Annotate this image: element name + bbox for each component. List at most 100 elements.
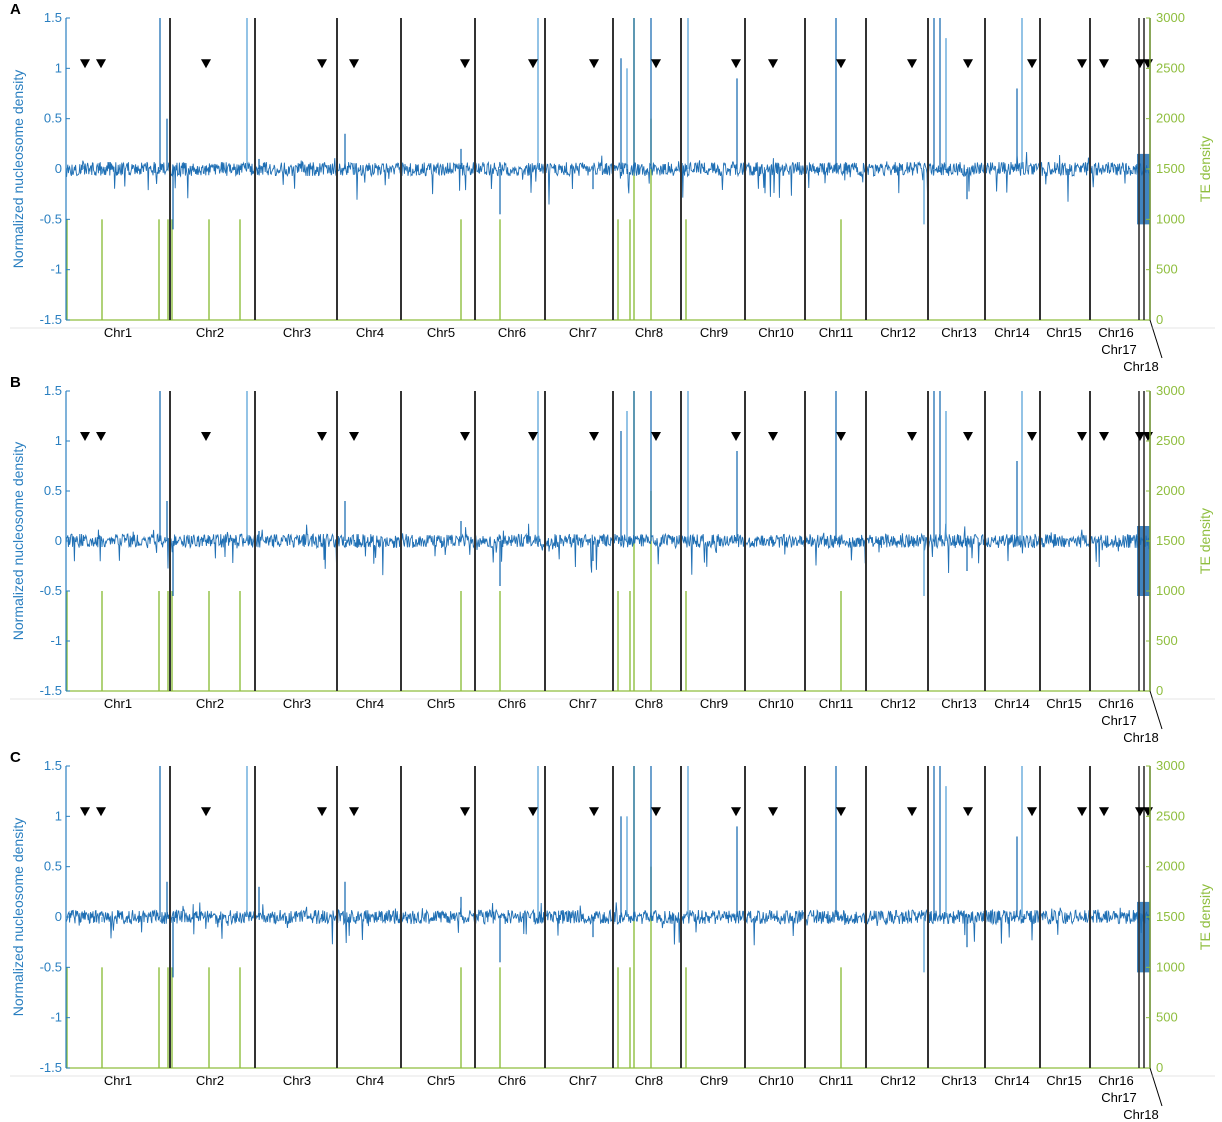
chromosome-label: Chr17 <box>1101 342 1136 357</box>
marker-arrow-icon <box>80 59 90 69</box>
marker-arrow-icon <box>201 59 211 69</box>
left-axis-label: Normalized nucleosome density <box>10 442 26 640</box>
marker-arrow-icon <box>768 59 778 69</box>
marker-arrow-icon <box>349 59 359 69</box>
chromosome-label: Chr7 <box>569 696 597 711</box>
chromosome-label: Chr4 <box>356 1073 384 1088</box>
right-tick-label: 3000 <box>1156 758 1185 773</box>
right-tick-label: 500 <box>1156 1010 1178 1025</box>
left-tick-label: -1 <box>50 262 62 277</box>
chromosome-label: Chr12 <box>880 696 915 711</box>
chromosome-label: Chr15 <box>1046 696 1081 711</box>
chromosome-label: Chr4 <box>356 325 384 340</box>
marker-arrow-icon <box>589 807 599 817</box>
left-tick-label: 0.5 <box>44 111 62 126</box>
marker-arrow-icon <box>731 59 741 69</box>
chromosome-label: Chr7 <box>569 325 597 340</box>
chromosome-label: Chr17 <box>1101 1090 1136 1105</box>
chromosome-label: Chr3 <box>283 325 311 340</box>
panel-b: B -1.5 -1 -0.5 0 0.5 1 1.5 Normalized nucleosome… <box>10 374 1215 745</box>
marker-arrow-icon <box>317 432 327 441</box>
marker-arrow-icon <box>1027 59 1037 69</box>
right-tick-label: 2000 <box>1156 111 1185 126</box>
right-tick-label: 2500 <box>1156 808 1185 823</box>
chromosome-label: Chr16 <box>1098 696 1133 711</box>
right-tick-label: 1500 <box>1156 533 1185 548</box>
right-tick-label: 500 <box>1156 633 1178 648</box>
right-tick-label: 2000 <box>1156 483 1185 498</box>
left-tick-label: -0.5 <box>40 959 62 974</box>
right-tick-label: 3000 <box>1156 383 1185 398</box>
panel-letter: A <box>10 1 21 18</box>
chromosome-label: Chr15 <box>1046 1073 1081 1088</box>
chromosome-label: Chr11 <box>819 325 853 340</box>
right-axis-label: TE density <box>1197 508 1213 574</box>
marker-arrow-icon <box>836 807 846 817</box>
marker-arrow-icon <box>651 432 661 441</box>
marker-arrow-icon <box>589 432 599 441</box>
chromosome-label: Chr18 <box>1123 1107 1158 1122</box>
chr18-leader-line <box>1149 1067 1163 1107</box>
nucleosome-density-trace <box>65 151 1151 205</box>
marker-arrow-icon <box>1027 807 1037 817</box>
chromosome-label: Chr11 <box>819 696 853 711</box>
left-tick-label: 0 <box>55 909 62 924</box>
chromosome-label: Chr16 <box>1098 1073 1133 1088</box>
left-tick-label: 1.5 <box>44 758 62 773</box>
left-tick-label: 0 <box>55 533 62 548</box>
left-tick-label: 0.5 <box>44 859 62 874</box>
chromosome-label: Chr7 <box>569 1073 597 1088</box>
marker-arrow-icon <box>589 59 599 69</box>
right-tick-label: 1000 <box>1156 959 1185 974</box>
marker-arrow-icon <box>1099 59 1109 69</box>
left-tick-label: -1.5 <box>40 312 62 327</box>
panel-letter: B <box>10 374 21 391</box>
marker-arrow-icon <box>907 59 917 69</box>
marker-arrow-icon <box>96 432 106 441</box>
marker-arrow-icon <box>80 807 90 817</box>
right-tick-label: 1500 <box>1156 161 1185 176</box>
right-tick-label: 2000 <box>1156 859 1185 874</box>
left-tick-label: 1 <box>55 808 62 823</box>
marker-arrow-icon <box>1135 807 1145 817</box>
left-tick-label: 1.5 <box>44 10 62 25</box>
right-tick-label: 1000 <box>1156 211 1185 226</box>
marker-arrow-icon <box>460 807 470 817</box>
marker-arrow-icon <box>836 59 846 69</box>
marker-arrow-icon <box>1135 432 1145 441</box>
chromosome-label: Chr18 <box>1123 730 1158 745</box>
chromosome-label: Chr9 <box>700 1073 728 1088</box>
chromosome-label: Chr6 <box>498 325 526 340</box>
chromosome-label: Chr11 <box>819 1073 853 1088</box>
left-tick-label: 1 <box>55 60 62 75</box>
left-tick-label: -1 <box>50 1010 62 1025</box>
left-tick-label: 0.5 <box>44 483 62 498</box>
chromosome-label: Chr17 <box>1101 713 1136 728</box>
chromosome-label: Chr2 <box>196 1073 224 1088</box>
marker-arrow-icon <box>1077 59 1087 69</box>
marker-arrow-icon <box>731 807 741 817</box>
right-tick-label: 3000 <box>1156 10 1185 25</box>
marker-arrow-icon <box>651 807 661 817</box>
right-tick-label: 500 <box>1156 262 1178 277</box>
marker-arrow-icon <box>80 432 90 441</box>
marker-arrow-icon <box>528 807 538 817</box>
marker-arrow-icon <box>1077 432 1087 441</box>
marker-arrow-icon <box>96 59 106 69</box>
left-tick-label: -1 <box>50 633 62 648</box>
marker-arrow-icon <box>768 432 778 441</box>
chromosome-label: Chr15 <box>1046 325 1081 340</box>
left-axis-label: Normalized nucleosome density <box>10 818 26 1016</box>
chromosome-label: Chr2 <box>196 696 224 711</box>
marker-arrow-icon <box>317 807 327 817</box>
chromosome-label: Chr13 <box>941 696 976 711</box>
chr18-leader-line <box>1149 690 1163 730</box>
chromosome-label: Chr10 <box>758 325 793 340</box>
right-tick-label: 1000 <box>1156 583 1185 598</box>
right-tick-label: 1500 <box>1156 909 1185 924</box>
chromosome-label: Chr10 <box>758 696 793 711</box>
nucleosome-density-trace <box>65 902 1151 946</box>
marker-arrow-icon <box>907 432 917 441</box>
chromosome-label: Chr13 <box>941 325 976 340</box>
